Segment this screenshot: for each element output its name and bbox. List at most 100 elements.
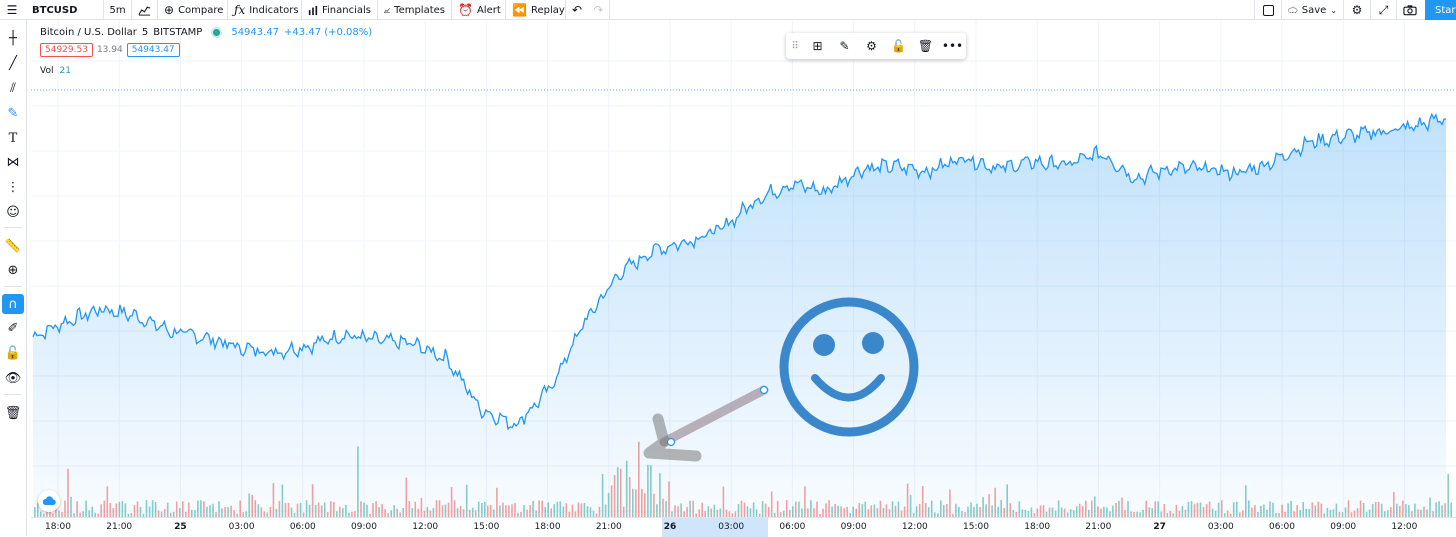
- trash-icon[interactable]: 🗑: [912, 33, 939, 59]
- text-tool[interactable]: T: [2, 128, 24, 148]
- time-axis-label: 21:00: [596, 522, 622, 532]
- time-axis-label: 25: [174, 522, 187, 532]
- sell-price-button[interactable]: 54929.53: [40, 43, 93, 57]
- lock-icon: 🔓: [5, 346, 21, 361]
- buy-price-button[interactable]: 54943.47: [127, 43, 180, 57]
- prediction-tool[interactable]: ⋮: [2, 177, 24, 197]
- undo-icon: ↶: [572, 4, 582, 16]
- chart-type-button[interactable]: [132, 0, 158, 20]
- hide-drawings-tool[interactable]: 👁: [2, 368, 24, 388]
- text-icon: T: [9, 131, 18, 146]
- time-axis-label: 27: [1153, 522, 1166, 532]
- crosshair-icon: ┼: [9, 31, 17, 46]
- indicators-button[interactable]: ƒx Indicators: [228, 0, 302, 20]
- symbol-search[interactable]: BTCUSD: [26, 0, 104, 20]
- chevron-down-icon: ⌄: [1330, 6, 1337, 15]
- time-axis-label: 06:00: [290, 522, 316, 532]
- menu-icon: ☰: [7, 4, 18, 16]
- alert-button[interactable]: ⏰ Alert: [452, 0, 506, 20]
- chart-pane[interactable]: [31, 21, 1456, 517]
- time-axis-label: 18:00: [1024, 522, 1050, 532]
- template-icon[interactable]: ⊞: [804, 33, 831, 59]
- templates-label: Templates: [394, 5, 445, 16]
- toolbar-divider: [4, 394, 22, 395]
- start-trial-button[interactable]: Start: [1425, 0, 1456, 20]
- indicators-label: Indicators: [249, 5, 298, 16]
- brush-icon: ✎: [8, 106, 19, 121]
- time-axis-label: 12:00: [1391, 522, 1417, 532]
- drag-handle-icon[interactable]: ⠿: [786, 33, 804, 59]
- zoom-tool[interactable]: ⊕: [2, 260, 24, 280]
- lock-icon[interactable]: 🔓: [885, 33, 912, 59]
- fullscreen-button[interactable]: ⤢: [1371, 0, 1397, 20]
- legend-title-row: Bitcoin / U.S. Dollar 5 BITSTAMP 54943.4…: [40, 27, 372, 38]
- templates-button[interactable]: Templates: [378, 0, 452, 20]
- time-axis-label: 09:00: [1330, 522, 1356, 532]
- time-axis-label: 03:00: [1208, 522, 1234, 532]
- fib-tool[interactable]: ⫽: [2, 78, 24, 98]
- pattern-tool[interactable]: ⋈: [2, 152, 24, 172]
- magnet-tool[interactable]: ∩: [2, 294, 24, 314]
- trendline-icon: ╱: [9, 56, 17, 71]
- measure-tool[interactable]: 📏: [2, 236, 24, 256]
- brush-tool[interactable]: ✎: [2, 103, 24, 123]
- time-axis-label: 15:00: [963, 522, 989, 532]
- tradingview-logo[interactable]: [38, 490, 60, 512]
- spread-value: 13.94: [97, 45, 123, 55]
- time-axis-label: 06:00: [1269, 522, 1295, 532]
- crosshair-tool[interactable]: ┼: [2, 28, 24, 48]
- financials-icon: [308, 5, 318, 16]
- time-axis-label: 03:00: [718, 522, 744, 532]
- replay-button[interactable]: ⏪ Replay: [506, 0, 566, 20]
- time-axis[interactable]: 18:00 21:00 25 03:00 06:00 09:00 12:00 15:00 18:…: [31, 517, 1456, 536]
- time-axis-label: 18:00: [45, 522, 71, 532]
- bar-chart-icon: [138, 4, 151, 16]
- time-axis-label: 12:00: [902, 522, 928, 532]
- toolbar-divider: [4, 286, 22, 287]
- line-color-icon[interactable]: ✎: [831, 33, 858, 59]
- lock-drawings-tool[interactable]: 🔓: [2, 343, 24, 363]
- time-axis-highlight: [662, 518, 768, 537]
- market-status-dot: [213, 29, 220, 36]
- more-icon[interactable]: •••: [939, 33, 966, 59]
- remove-drawings-tool[interactable]: 🗑: [2, 403, 24, 423]
- cloud-icon: [1288, 5, 1298, 15]
- chart-legend: Bitcoin / U.S. Dollar 5 BITSTAMP 54943.4…: [40, 27, 372, 38]
- layout-button[interactable]: [1254, 0, 1282, 20]
- icon-tool[interactable]: ☺: [2, 202, 24, 222]
- time-axis-label: 18:00: [535, 522, 561, 532]
- financials-label: Financials: [322, 5, 371, 16]
- fib-icon: ⫽: [10, 81, 16, 96]
- volume-label: Vol: [40, 66, 53, 76]
- price-area: [33, 114, 1446, 517]
- gear-icon[interactable]: ⚙: [858, 33, 885, 59]
- cloud-logo-icon: [42, 496, 56, 506]
- legend-title[interactable]: Bitcoin / U.S. Dollar: [40, 27, 137, 38]
- interval-button[interactable]: 5m: [104, 0, 132, 20]
- layout-icon: [1263, 5, 1274, 16]
- settings-button[interactable]: ⚙: [1344, 0, 1371, 20]
- price-chart[interactable]: [31, 21, 1456, 517]
- toolbar-divider: [4, 227, 22, 228]
- camera-icon: [1403, 4, 1417, 16]
- menu-button[interactable]: ☰: [0, 0, 24, 20]
- compare-button[interactable]: ⊕ Compare: [158, 0, 228, 20]
- redo-button[interactable]: ↷: [588, 0, 610, 20]
- pattern-icon: ⋈: [7, 155, 20, 170]
- undo-button[interactable]: ↶: [566, 0, 588, 20]
- arrow-handle[interactable]: [668, 439, 675, 446]
- stay-in-drawing-mode-tool[interactable]: ✐: [2, 318, 24, 338]
- arrow-handle[interactable]: [761, 387, 768, 394]
- save-label: Save: [1302, 5, 1327, 16]
- prediction-icon: ⋮: [7, 180, 20, 195]
- save-button[interactable]: Save ⌄: [1282, 0, 1344, 20]
- trendline-tool[interactable]: ╱: [2, 53, 24, 73]
- snapshot-button[interactable]: [1397, 0, 1423, 20]
- gear-icon: ⚙: [1352, 4, 1363, 16]
- financials-button[interactable]: Financials: [302, 0, 378, 20]
- fullscreen-icon: ⤢: [1379, 4, 1389, 16]
- time-axis-label: 21:00: [106, 522, 132, 532]
- time-axis-label: 15:00: [473, 522, 499, 532]
- start-label: Start: [1435, 5, 1456, 16]
- legend-interval: 5: [142, 27, 148, 38]
